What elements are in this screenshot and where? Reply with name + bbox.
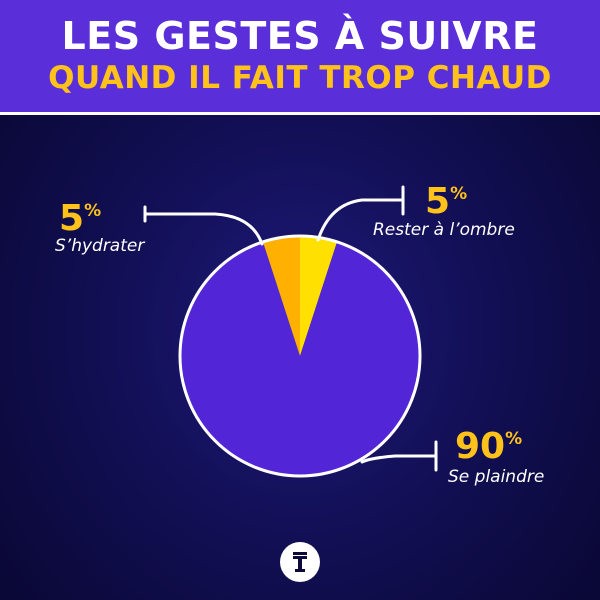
header-banner: LES GESTES À SUIVRE QUAND IL FAIT TROP C… <box>0 0 600 115</box>
pie-outline <box>178 234 422 478</box>
pie-slice-2 <box>263 237 300 356</box>
t-logo-glyph <box>293 552 307 572</box>
title-line-1: LES GESTES À SUIVRE <box>61 14 539 58</box>
slice-label-plaindre: Se plaindre <box>448 467 544 487</box>
data-label-hydrater: 5% <box>59 198 101 239</box>
data-label-plaindre: 90% <box>455 426 522 467</box>
t-logo-icon <box>280 542 320 582</box>
leader-line-plaindre <box>360 440 438 472</box>
pie-slice-1 <box>181 242 419 475</box>
slice-label-ombre: Rester à l’ombre <box>373 220 515 240</box>
leader-line-hydrater <box>143 205 264 246</box>
pie-slices <box>181 237 419 475</box>
data-label-ombre: 5% <box>425 181 467 222</box>
title-line-2: QUAND IL FAIT TROP CHAUD <box>48 60 552 96</box>
pie-slice-0 <box>300 237 337 356</box>
slice-label-hydrater: S’hydrater <box>55 236 145 256</box>
leader-line-ombre <box>316 185 405 242</box>
